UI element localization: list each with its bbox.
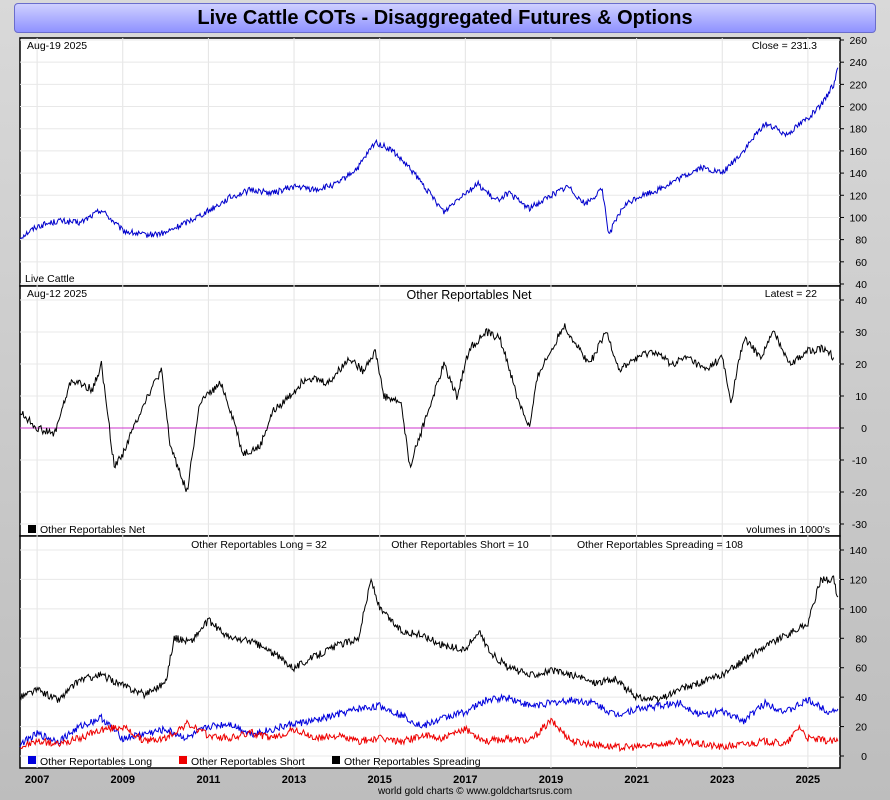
x-tick-label: 2021 xyxy=(624,774,648,786)
net-latest: Latest = 22 xyxy=(765,288,817,300)
x-tick-label: 2009 xyxy=(111,774,135,786)
y-tick-label: 40 xyxy=(855,295,867,307)
y-tick-label: 20 xyxy=(855,722,867,734)
x-tick-label: 2011 xyxy=(196,774,220,786)
x-tick-label: 2023 xyxy=(710,774,734,786)
x-tick-label: 2007 xyxy=(25,774,49,786)
y-tick-label: -20 xyxy=(852,487,867,499)
y-tick-label: 30 xyxy=(855,327,867,339)
y-tick-label: 240 xyxy=(849,57,867,69)
series-line-other-reportables-net xyxy=(19,323,835,492)
legend-long: Other Reportables Long xyxy=(40,756,152,768)
y-tick-label: 80 xyxy=(855,235,867,247)
x-tick-label: 2019 xyxy=(539,774,563,786)
y-tick-label: 260 xyxy=(849,35,867,47)
y-tick-label: 220 xyxy=(849,79,867,91)
price-close-label: Close = 231.3 xyxy=(752,40,817,52)
net-legend-label: Other Reportables Net xyxy=(40,524,145,536)
y-tick-label: 0 xyxy=(861,423,867,435)
x-tick-label: 2013 xyxy=(282,774,306,786)
y-tick-label: 80 xyxy=(855,633,867,645)
series-line-other-reportables-long xyxy=(19,693,839,747)
series-line-live-cattle xyxy=(19,67,839,240)
units-label: volumes in 1000's xyxy=(746,524,830,536)
y-tick-label: -30 xyxy=(852,519,867,531)
page-title-bar: Live Cattle COTs - Disaggregated Futures… xyxy=(14,3,876,33)
grid-lines xyxy=(20,38,840,768)
y-tick-label: 140 xyxy=(849,545,867,557)
y-tick-label: 60 xyxy=(855,663,867,675)
series-lines xyxy=(19,67,840,752)
y-tick-label: 100 xyxy=(849,212,867,224)
spreading-latest-label: Other Reportables Spreading = 108 xyxy=(577,539,743,551)
y-tick-label: 140 xyxy=(849,168,867,180)
price-series-label: Live Cattle xyxy=(25,273,75,285)
series-line-other-reportables-short xyxy=(19,717,839,752)
y-tick-label: -10 xyxy=(852,455,867,467)
y-tick-label: 20 xyxy=(855,359,867,371)
net-title: Other Reportables Net xyxy=(406,288,532,302)
y-tick-label: 10 xyxy=(855,391,867,403)
x-tick-label: 2025 xyxy=(796,774,820,786)
footer-credit: world gold charts © www.goldchartsrus.co… xyxy=(377,786,572,797)
x-tick-label: 2017 xyxy=(453,774,477,786)
y-tick-label: 120 xyxy=(849,574,867,586)
page-title: Live Cattle COTs - Disaggregated Futures… xyxy=(197,7,693,29)
price-panel xyxy=(19,37,841,287)
y-tick-label: 100 xyxy=(849,604,867,616)
short-latest-label: Other Reportables Short = 10 xyxy=(391,539,529,551)
y-tick-label: 200 xyxy=(849,102,867,114)
components-panel xyxy=(19,535,841,769)
net-legend-swatch xyxy=(28,525,36,533)
series-line-other-reportables-spreading xyxy=(19,575,839,704)
x-axis-ticks: 2007 2009 2011 2013 2015 2017 2019 2021 2023 2025 xyxy=(25,774,820,786)
x-tick-label: 2015 xyxy=(367,774,391,786)
legend-swatch-short xyxy=(179,756,187,764)
legend-spreading: Other Reportables Spreading xyxy=(344,756,481,768)
y-tick-label: 60 xyxy=(855,257,867,269)
net-panel xyxy=(19,285,841,537)
y-axis-ticks: 406080100120140160180200220240260-30-20-… xyxy=(840,35,867,763)
y-tick-label: 0 xyxy=(861,751,867,763)
y-tick-label: 180 xyxy=(849,124,867,136)
y-tick-label: 40 xyxy=(855,692,867,704)
y-tick-label: 40 xyxy=(855,279,867,291)
long-latest-label: Other Reportables Long = 32 xyxy=(191,539,327,551)
y-tick-label: 160 xyxy=(849,146,867,158)
legend-swatch-long xyxy=(28,756,36,764)
price-date: Aug-19 2025 xyxy=(27,40,87,52)
legend-short: Other Reportables Short xyxy=(191,756,305,768)
net-date: Aug-12 2025 xyxy=(27,288,87,300)
y-tick-label: 120 xyxy=(849,190,867,202)
legend-swatch-spreading xyxy=(332,756,340,764)
